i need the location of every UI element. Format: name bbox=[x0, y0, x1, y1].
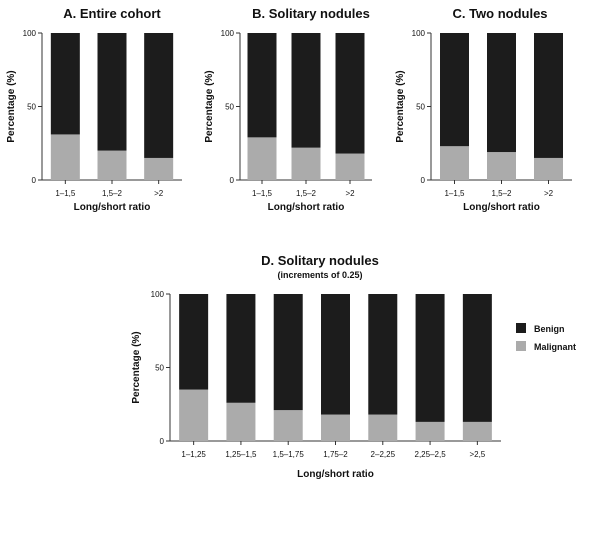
bar-benign bbox=[273, 294, 303, 411]
x-tick-label: >2 bbox=[544, 189, 554, 198]
x-tick-label: 1–1,25 bbox=[181, 450, 206, 459]
bar-malignant bbox=[487, 152, 516, 180]
bar-malignant bbox=[462, 421, 492, 441]
x-tick-label: 1,5–2 bbox=[102, 189, 123, 198]
x-tick-label: 1–1,5 bbox=[55, 189, 76, 198]
y-tick-label: 50 bbox=[225, 103, 234, 112]
bar-benign bbox=[179, 294, 209, 390]
y-axis-label: Percentage (%) bbox=[131, 331, 142, 403]
x-tick-label: 1–1,5 bbox=[444, 189, 465, 198]
bar-malignant bbox=[415, 421, 445, 441]
chart-title: B. Solitary nodules bbox=[252, 6, 370, 21]
x-tick-label: 1,25–1,5 bbox=[225, 450, 257, 459]
bar-malignant bbox=[321, 414, 350, 441]
bar-benign bbox=[291, 33, 321, 148]
bar-benign bbox=[50, 33, 80, 135]
bar-benign bbox=[97, 33, 127, 151]
y-tick-label: 0 bbox=[421, 176, 426, 185]
y-axis-label: Percentage (%) bbox=[6, 70, 17, 142]
x-tick-label: 1,5–2 bbox=[296, 189, 317, 198]
bar-malignant bbox=[534, 157, 563, 180]
chart-panel-1: B. Solitary nodules 0 50 100 Percentage (%) L… bbox=[204, 6, 372, 213]
bar-benign bbox=[247, 33, 277, 138]
y-tick-label: 0 bbox=[230, 176, 235, 185]
x-tick-label: >2 bbox=[154, 189, 164, 198]
bar-malignant bbox=[226, 402, 256, 441]
chart-title: D. Solitary nodules bbox=[261, 253, 379, 268]
bar-malignant bbox=[97, 150, 127, 180]
bar-malignant bbox=[368, 414, 398, 441]
legend-swatch-malignant bbox=[516, 341, 526, 351]
x-axis-label: Long/short ratio bbox=[268, 202, 345, 213]
chart-title: C. Two nodules bbox=[452, 6, 547, 21]
chart-subtitle: (increments of 0.25) bbox=[277, 270, 362, 280]
bar-benign bbox=[335, 33, 365, 154]
bar-benign bbox=[368, 294, 398, 415]
bar-benign bbox=[462, 294, 492, 422]
bar-malignant bbox=[247, 137, 277, 180]
legend: Benign Malignant bbox=[516, 323, 576, 352]
chart-panel-2: C. Two nodules 0 50 100 Percentage (%) Long/s… bbox=[395, 6, 572, 213]
bar-benign bbox=[440, 33, 469, 147]
legend-label-malignant: Malignant bbox=[534, 342, 576, 352]
bar-malignant bbox=[291, 147, 321, 180]
x-tick-label: 2–2,25 bbox=[371, 450, 396, 459]
y-tick-label: 100 bbox=[221, 29, 235, 38]
bar-malignant bbox=[179, 389, 209, 441]
bar-malignant bbox=[50, 134, 80, 180]
x-tick-label: 1,75–2 bbox=[323, 450, 348, 459]
x-tick-label: 2,25–2,5 bbox=[415, 450, 447, 459]
y-tick-label: 100 bbox=[23, 29, 37, 38]
x-tick-label: 1,5–2 bbox=[491, 189, 512, 198]
y-tick-label: 100 bbox=[151, 290, 165, 299]
y-tick-label: 0 bbox=[160, 437, 165, 446]
y-tick-label: 100 bbox=[412, 29, 426, 38]
bar-benign bbox=[415, 294, 445, 422]
bar-benign bbox=[321, 294, 350, 415]
bar-benign bbox=[487, 33, 516, 153]
bar-benign bbox=[226, 294, 256, 403]
x-axis-label: Long/short ratio bbox=[297, 469, 374, 480]
bar-benign bbox=[534, 33, 563, 158]
chart-panel-0: A. Entire cohort 0 50 100 Percentage (%) Long… bbox=[6, 6, 182, 213]
chart-panels: A. Entire cohort 0 50 100 Percentage (%) Long… bbox=[6, 6, 572, 480]
bar-malignant bbox=[273, 410, 303, 441]
x-tick-label: 1–1,5 bbox=[252, 189, 273, 198]
x-axis-label: Long/short ratio bbox=[463, 202, 540, 213]
y-tick-label: 50 bbox=[416, 103, 425, 112]
bar-benign bbox=[144, 33, 174, 158]
bar-malignant bbox=[335, 153, 365, 180]
y-axis-label: Percentage (%) bbox=[395, 70, 406, 142]
chart-title: A. Entire cohort bbox=[63, 6, 161, 21]
y-axis-label: Percentage (%) bbox=[204, 70, 215, 142]
legend-label-benign: Benign bbox=[534, 324, 565, 334]
legend-swatch-benign bbox=[516, 323, 526, 333]
y-tick-label: 50 bbox=[155, 364, 164, 373]
x-tick-label: 1,5–1,75 bbox=[273, 450, 305, 459]
bar-malignant bbox=[144, 157, 174, 180]
bar-malignant bbox=[440, 146, 469, 180]
y-tick-label: 50 bbox=[27, 103, 36, 112]
chart-panel-3: D. Solitary nodules (increments of 0.25) 0… bbox=[131, 253, 501, 480]
y-tick-label: 0 bbox=[32, 176, 37, 185]
x-tick-label: >2,5 bbox=[469, 450, 485, 459]
x-axis-label: Long/short ratio bbox=[74, 202, 151, 213]
x-tick-label: >2 bbox=[345, 189, 355, 198]
